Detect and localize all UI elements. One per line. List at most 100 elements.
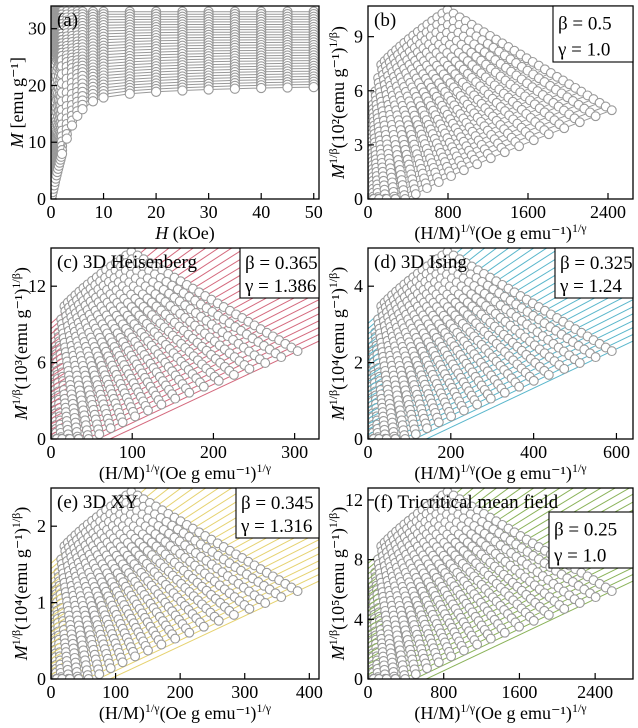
data-point: [77, 104, 88, 115]
data-point: [228, 609, 239, 620]
y-tick-label: 2: [354, 353, 363, 373]
fit-line: [425, 340, 633, 439]
x-tick-label: 800: [430, 682, 457, 702]
panel-label: (a): [57, 10, 78, 31]
x-tick-label: 0: [364, 442, 373, 462]
data-point: [117, 657, 128, 668]
data-point: [559, 603, 570, 614]
data-point: [606, 105, 617, 116]
data-point: [528, 615, 539, 626]
axes-frame: [50, 487, 320, 680]
data-point: [528, 375, 539, 386]
data-point: [57, 434, 68, 439]
data-point: [574, 598, 585, 608]
x-axis-label: (H/M)1/γ(Oe g emu⁻¹)1/γ: [99, 701, 272, 724]
data-point: [282, 82, 293, 93]
data-point: [94, 669, 105, 679]
data-point: [105, 663, 116, 674]
data-point: [458, 405, 469, 416]
data-point: [400, 194, 411, 199]
x-tick-label: 1600: [501, 682, 537, 702]
x-tick-label: 2400: [577, 682, 613, 702]
data-point: [559, 363, 570, 374]
x-tick-label: 400: [296, 682, 323, 702]
data-point: [446, 651, 457, 662]
data-point: [381, 434, 392, 439]
plot-area-f: [368, 488, 633, 679]
y-tick-label: 12: [28, 276, 46, 296]
axes-frame: [50, 5, 320, 200]
data-point: [184, 387, 195, 398]
data-point: [422, 423, 432, 434]
data-point: [374, 194, 384, 199]
x-tick-label: 800: [435, 202, 462, 222]
y-tick-label: 2: [37, 516, 46, 536]
y-tick-label: 1: [37, 593, 46, 613]
x-tick-label: 0: [364, 682, 373, 702]
data-point: [256, 82, 267, 94]
data-point: [61, 133, 72, 144]
parameter-box: [552, 5, 634, 63]
data-point: [170, 633, 181, 644]
plot-area-e: [51, 488, 319, 679]
x-tick-label: 10: [95, 202, 113, 222]
plot-area-a: [51, 6, 319, 199]
y-tick-label: 3: [354, 135, 363, 155]
data-point: [422, 663, 432, 674]
panel-b: 0 800 1600 2400 0 3 6 9 (b) β = 0.5 γ = 1.0 (H/M)1/…: [326, 5, 634, 244]
y-tick-label: 6: [37, 353, 46, 373]
data-point: [590, 352, 601, 363]
data-point: [244, 363, 255, 374]
y-tick-label: 0: [37, 189, 46, 209]
data-point: [292, 586, 303, 597]
x-tick-label: 50: [305, 202, 323, 222]
panel-label: (e) 3D XY: [57, 492, 139, 513]
fit-line: [425, 580, 633, 679]
y-axis-label: M1/β(10³(emu g⁻¹)1/β): [9, 267, 32, 421]
y-tick-label: 9: [354, 27, 363, 47]
data-point: [485, 153, 496, 164]
data-point: [410, 189, 421, 199]
y-axis-label: M1/β(10⁴(emu g⁻¹)1/β): [9, 507, 32, 662]
x-tick-label: 2400: [590, 202, 626, 222]
data-point: [198, 621, 209, 632]
parameter-box: [548, 511, 634, 569]
data-point: [433, 177, 444, 188]
beta-value: β = 0.25: [554, 520, 617, 541]
parameter-box: [239, 247, 320, 299]
data-point: [390, 194, 401, 199]
data-point: [184, 627, 195, 638]
gamma-value: γ = 1.386: [244, 276, 316, 297]
x-tick-label: 100: [119, 442, 146, 462]
data-point: [72, 110, 83, 122]
data-point: [574, 117, 585, 128]
plot-area-b: [368, 6, 617, 199]
data-point: [87, 96, 99, 107]
gamma-value: γ = 1.24: [559, 276, 622, 297]
data-point: [156, 639, 167, 650]
data-point: [458, 165, 469, 176]
data-point: [308, 81, 319, 93]
data-point: [143, 405, 153, 416]
data-point: [514, 621, 525, 632]
data-point: [228, 369, 239, 380]
data-point: [203, 84, 214, 95]
panel-label: (b): [374, 10, 396, 31]
data-point: [381, 194, 392, 199]
data-point: [94, 429, 105, 439]
data-point: [472, 159, 483, 170]
panel-label: (f) Tricritical mean field: [374, 492, 559, 513]
data-point: [410, 429, 421, 439]
data-point: [374, 434, 384, 439]
data-point: [422, 183, 432, 194]
data-point: [150, 86, 162, 97]
data-point: [156, 399, 167, 410]
data-point: [472, 399, 483, 410]
panel-f: 0 800 1600 2400 0 4 8 12 (f) Tricritical mean fi…: [326, 487, 634, 724]
x-tick-label: 200: [200, 442, 227, 462]
x-tick-label: 40: [252, 202, 270, 222]
data-point: [485, 393, 496, 404]
x-tick-label: 300: [281, 442, 308, 462]
